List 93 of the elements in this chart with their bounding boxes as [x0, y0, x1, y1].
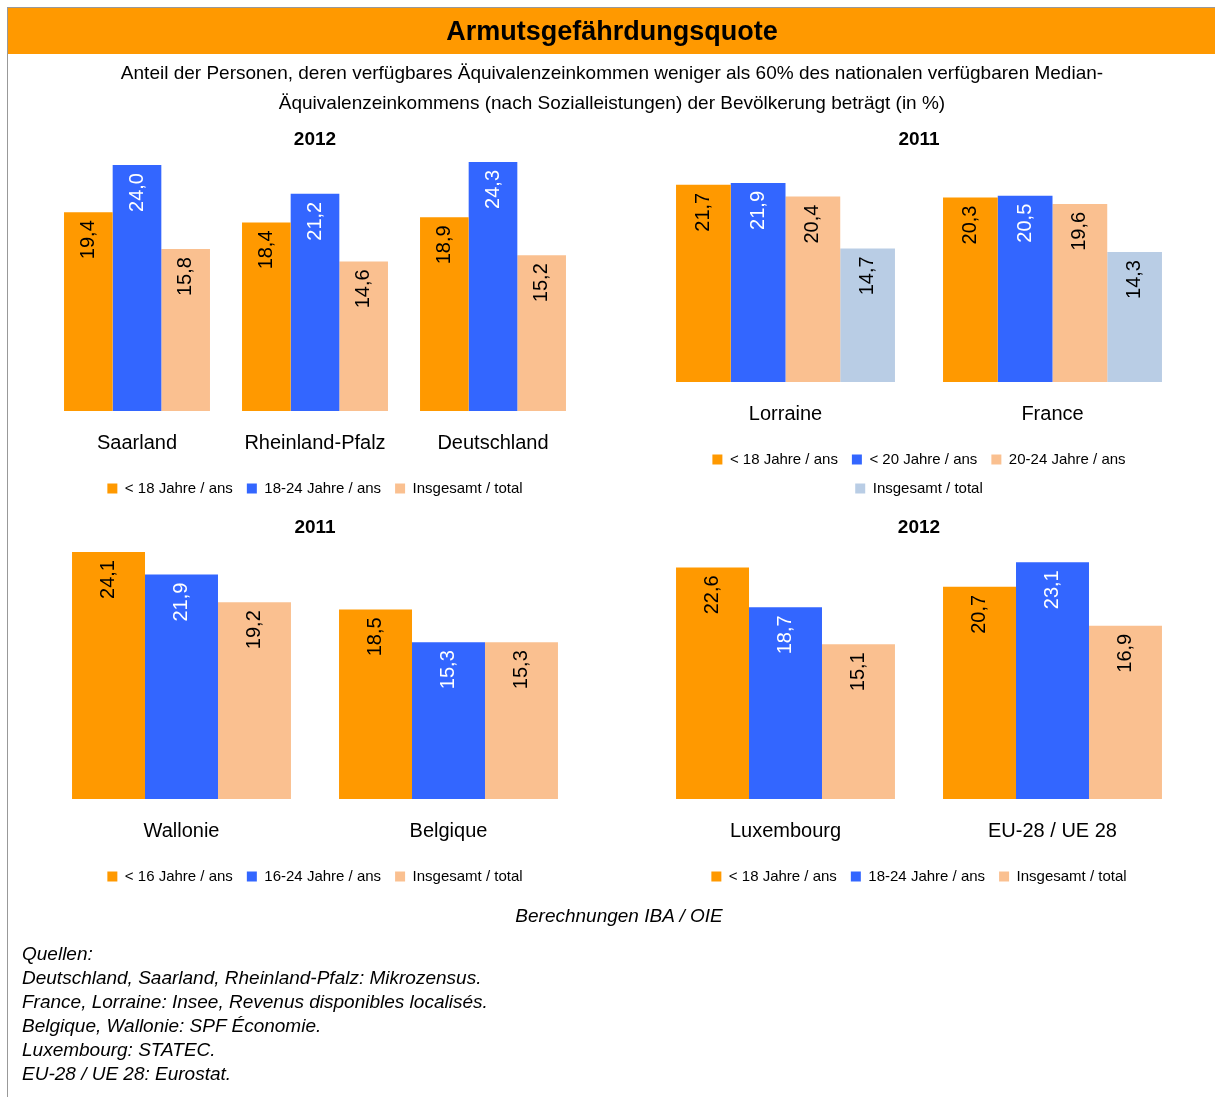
legend-label: 16-24 Jahre / ans: [264, 866, 382, 884]
data-label: 24,1: [96, 560, 119, 599]
bar: [242, 222, 291, 411]
legend-label: Insgesamt / total: [412, 478, 523, 496]
text: Berechnungen IBA / OIE: [514, 904, 724, 928]
bar: [145, 574, 218, 799]
data-label: 24,0: [124, 173, 147, 212]
source-note: Quellen:: [22, 942, 94, 966]
data-label: 24,3: [480, 169, 503, 209]
bar: [1016, 562, 1089, 799]
legend-label: Insgesamt / total: [1016, 866, 1127, 884]
data-label: 21,9: [169, 582, 192, 622]
bar: [840, 248, 895, 382]
legend-label: 18-24 Jahre / ans: [264, 478, 382, 496]
legend-label: 18-24 Jahre / ans: [868, 866, 986, 884]
data-label: 15,1: [846, 652, 868, 692]
data-label: 16,9: [1113, 633, 1135, 673]
x-tick-label: Saarland: [96, 430, 178, 453]
data-label: 15,2: [529, 263, 552, 303]
legend-label: 20-24 Jahre / ans: [1008, 449, 1126, 467]
legend-label: < 18 Jahre / ans: [729, 449, 838, 467]
data-label: 20,4: [800, 204, 823, 244]
data-label: 19,2: [242, 610, 264, 650]
text: EU-28 / UE 28: Eurostat.: [22, 1062, 233, 1086]
x-tick-label: Wallonie: [143, 818, 220, 841]
legend-label: < 20 Jahre / ans: [869, 449, 978, 467]
x-tick-label: Lorraine: [748, 401, 823, 424]
x-tick-label: Deutschland: [437, 430, 549, 453]
bar: [749, 607, 822, 799]
bar: [821, 644, 895, 799]
bar: [290, 193, 340, 411]
bar: [730, 182, 786, 382]
bar: [217, 602, 291, 799]
data-label: 15,3: [509, 650, 531, 690]
data-label: 21,2: [302, 201, 325, 241]
chart-title: 2011: [294, 515, 337, 537]
data-label: 15,8: [173, 257, 196, 297]
bar: [161, 249, 210, 411]
legend-label: < 16 Jahre / ans: [124, 866, 233, 884]
legend-label: Insgesamt / total: [872, 478, 983, 496]
bar: [943, 586, 1017, 799]
text: Anteil der Personen, deren verfügbares Äquivalenzeinkommen weniger als 60% des nationalen verfügbaren Median-Äquivalenzeinkommens (nach Sozialleistungen) der Bevölkerung beträgt (in %): [119, 61, 1105, 115]
data-label: 14,7: [855, 256, 878, 296]
x-tick-label: Rheinland-Pfalz: [244, 430, 386, 453]
bar: [468, 161, 518, 411]
data-label: 20,3: [957, 205, 980, 245]
text: Luxembourg: STATEC.: [22, 1038, 217, 1062]
text: Armutsgefährdungsquote: [8, 8, 1215, 54]
legend-label: < 18 Jahre / ans: [124, 478, 233, 496]
legend-label: < 18 Jahre / ans: [728, 866, 837, 884]
bar: [112, 165, 162, 411]
data-label: 15,3: [436, 650, 459, 690]
legend-label: Insgesamt / total: [412, 866, 523, 884]
bar: [72, 552, 146, 799]
x-tick-label: Luxembourg: [729, 818, 842, 841]
x-tick-label: EU-28 / UE 28: [988, 818, 1117, 841]
bar: [412, 642, 485, 799]
bar: [484, 642, 558, 799]
bar: [339, 261, 388, 411]
bar: [676, 184, 731, 382]
bar: [517, 255, 566, 411]
data-label: 18,5: [363, 617, 386, 657]
data-label: 18,7: [773, 615, 796, 655]
data-label: 18,9: [431, 225, 454, 265]
text: Deutschland, Saarland, Rheinland-Pfalz: Mikrozensus.: [22, 966, 483, 990]
data-label: 18,4: [253, 230, 276, 270]
data-label: 22,6: [700, 575, 723, 615]
data-label: 20,7: [967, 594, 990, 634]
chart-title: 2012: [897, 515, 941, 537]
bar: [339, 609, 413, 799]
data-label: 20,5: [1012, 203, 1035, 243]
x-tick-label: France: [1021, 401, 1084, 424]
bar: [420, 217, 469, 411]
bar: [64, 212, 113, 411]
data-label: 19,6: [1067, 211, 1090, 251]
bar: [1107, 252, 1162, 382]
data-label: 14,3: [1122, 260, 1145, 299]
text: Belgique, Wallonie: SPF Économie.: [22, 1014, 323, 1038]
x-tick-label: Belgique: [409, 818, 488, 841]
chart-title: 2011: [898, 127, 941, 149]
chart-title: 2012: [293, 127, 337, 149]
bar: [676, 567, 750, 799]
bar: [785, 196, 841, 382]
bar: [943, 197, 998, 382]
bar: [1088, 625, 1162, 799]
data-label: 19,4: [75, 220, 98, 260]
bar: [997, 195, 1053, 382]
data-label: 14,6: [351, 269, 374, 309]
bar: [1052, 203, 1108, 382]
data-label: 23,1: [1040, 570, 1063, 610]
text: France, Lorraine: Insee, Revenus disponibles localisés.: [22, 990, 489, 1014]
data-label: 21,9: [745, 190, 768, 230]
data-label: 21,7: [690, 192, 713, 232]
